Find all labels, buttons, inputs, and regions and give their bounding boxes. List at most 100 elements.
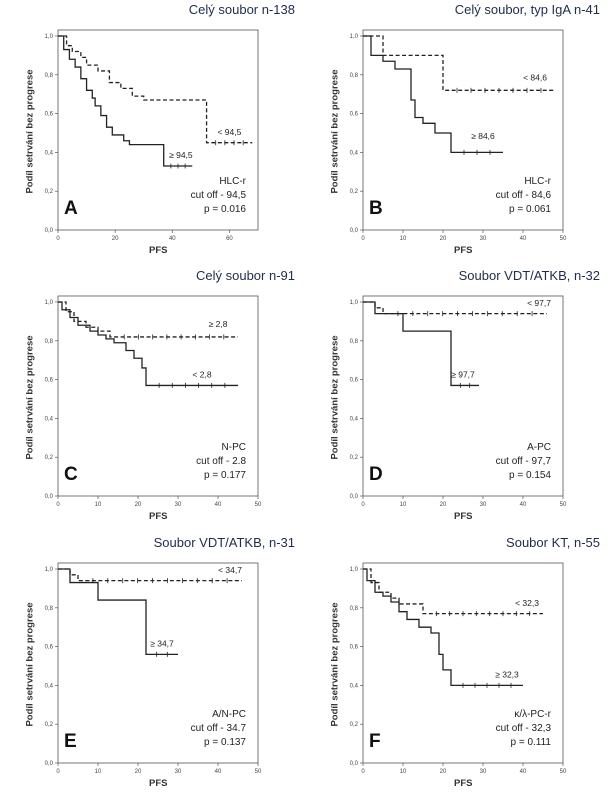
stats-line: HLC-r (219, 176, 246, 187)
curve-label: ≥ 32,3 (495, 670, 519, 680)
y-tick-label: 0,8 (45, 606, 54, 612)
km-panel-b: Celý soubor, typ IgA n-41 Podíl setrvání … (305, 0, 610, 266)
curve-label: ≥ 2,8 (209, 319, 228, 329)
stats-line: p = 0.177 (204, 470, 246, 481)
survival-curve-solid (363, 568, 523, 687)
plot-frame (362, 562, 564, 764)
y-tick-label: 0,2 (45, 455, 54, 461)
x-axis-label: PFS (149, 778, 168, 789)
survival-curve-solid (363, 301, 479, 387)
y-tick-label: 0,6 (350, 112, 359, 118)
x-tick-label: 0 (361, 769, 365, 775)
survival-curve-solid (58, 301, 238, 387)
y-tick-label: 0,0 (350, 494, 359, 500)
x-tick-label: 10 (400, 769, 407, 775)
stats-block: HLC-r cut off - 94,5 p = 0.016 (191, 175, 246, 217)
y-tick-label: 0,8 (350, 73, 359, 79)
x-tick-label: 0 (361, 236, 365, 242)
panel-letter: D (369, 464, 383, 485)
x-tick-label: 0 (56, 769, 60, 775)
x-tick-label: 30 (480, 769, 487, 775)
chart-title: Celý soubor, typ IgA n-41 (454, 2, 600, 17)
survival-curve-solid (363, 35, 503, 154)
y-tick-label: 1,0 (350, 567, 359, 573)
x-tick-label: 10 (400, 236, 407, 242)
y-tick-label: 0,6 (45, 112, 54, 118)
x-tick-label: 40 (520, 502, 527, 508)
panel-letter: E (64, 731, 77, 752)
x-tick-label: 50 (560, 236, 567, 242)
x-tick-label: 50 (560, 769, 567, 775)
survival-curve-dashed (58, 568, 242, 582)
curve-label: ≥ 94,5 (169, 150, 193, 160)
survival-curve-solid (58, 568, 178, 656)
x-tick-label: 40 (520, 769, 527, 775)
plot-area: 0,0 0,2 0,4 0,6 0,8 1,0 0 10 20 30 40 50 < 32,3 ≥ 32,… (350, 562, 567, 775)
stats-line: p = 0.137 (204, 737, 246, 748)
stats-block: N-PC cut off - 2.8 p = 0.177 (196, 441, 246, 483)
y-tick-label: 0,0 (45, 494, 54, 500)
stats-line: p = 0.016 (204, 204, 246, 215)
chart-title: Celý soubor n-138 (188, 2, 295, 17)
y-tick-label: 1,0 (45, 300, 54, 306)
x-tick-label: 30 (480, 502, 487, 508)
x-tick-label: 10 (95, 769, 102, 775)
curve-label: < 97,7 (527, 298, 551, 308)
stats-line: cut off - 2.8 (196, 456, 246, 467)
survival-curve-dashed (363, 35, 555, 91)
x-axis-label: PFS (149, 245, 168, 256)
chart-title: Soubor KT, n-55 (506, 535, 600, 550)
x-tick-label: 50 (255, 769, 262, 775)
curve-label: < 2,8 (192, 370, 211, 380)
x-axis-label: PFS (454, 778, 473, 789)
panel-letter: B (369, 198, 383, 219)
km-panel-f: Soubor KT, n-55 Podíl setrvání bez progre… (305, 533, 610, 799)
x-tick-label: 20 (440, 502, 447, 508)
stats-line: p = 0.154 (509, 470, 551, 481)
curve-label: < 94,5 (217, 127, 241, 137)
stats-block: HLC-r cut off - 84,6 p = 0.061 (496, 175, 551, 217)
y-tick-label: 1,0 (350, 34, 359, 40)
y-tick-label: 0,2 (350, 455, 359, 461)
km-panel-e: Soubor VDT/ATKB, n-31 Podíl setrvání bez … (0, 533, 305, 799)
plot-frame (362, 29, 564, 231)
x-tick-label: 20 (440, 236, 447, 242)
x-tick-label: 20 (112, 236, 119, 242)
panel-letter: C (64, 464, 78, 485)
y-tick-label: 0,8 (350, 606, 359, 612)
y-tick-label: 0,4 (350, 150, 359, 156)
y-tick-label: 0,0 (350, 228, 359, 234)
plot-frame (57, 562, 259, 764)
x-tick-label: 50 (255, 502, 262, 508)
x-tick-label: 30 (175, 502, 182, 508)
x-tick-label: 10 (95, 502, 102, 508)
stats-line: cut off - 32,3 (495, 723, 551, 734)
stats-block: κ/λ-PC-r cut off - 32,3 p = 0.111 (496, 708, 551, 750)
y-tick-label: 0,6 (350, 645, 359, 651)
x-axis-label: PFS (149, 511, 168, 522)
stats-line: p = 0.061 (509, 204, 551, 215)
chart-title: Soubor VDT/ATKB, n-31 (153, 535, 295, 550)
stats-line: N-PC (221, 442, 246, 453)
x-tick-label: 30 (480, 236, 487, 242)
stats-line: A/N-PC (212, 709, 246, 720)
plot-frame (57, 295, 259, 497)
stats-block: A-PC cut off - 97,7 p = 0.154 (496, 441, 551, 483)
km-panel-d: Soubor VDT/ATKB, n-32 Podíl setrvání bez … (305, 266, 610, 532)
y-tick-label: 0,4 (45, 416, 54, 422)
x-tick-label: 10 (400, 502, 407, 508)
y-tick-label: 0,0 (350, 761, 359, 767)
x-tick-label: 0 (56, 502, 60, 508)
panel-letter: A (64, 198, 78, 219)
y-tick-label: 0,8 (350, 339, 359, 345)
y-tick-label: 0,6 (45, 645, 54, 651)
y-tick-label: 0,6 (45, 378, 54, 384)
curve-label: ≥ 84,6 (471, 131, 495, 141)
x-tick-label: 20 (440, 769, 447, 775)
curve-label: < 84,6 (523, 73, 547, 83)
y-tick-label: 0,2 (45, 189, 54, 195)
stats-line: cut off - 84,6 (495, 190, 551, 201)
x-tick-label: 60 (226, 236, 233, 242)
y-tick-label: 0,4 (350, 416, 359, 422)
y-tick-label: 1,0 (45, 34, 54, 40)
